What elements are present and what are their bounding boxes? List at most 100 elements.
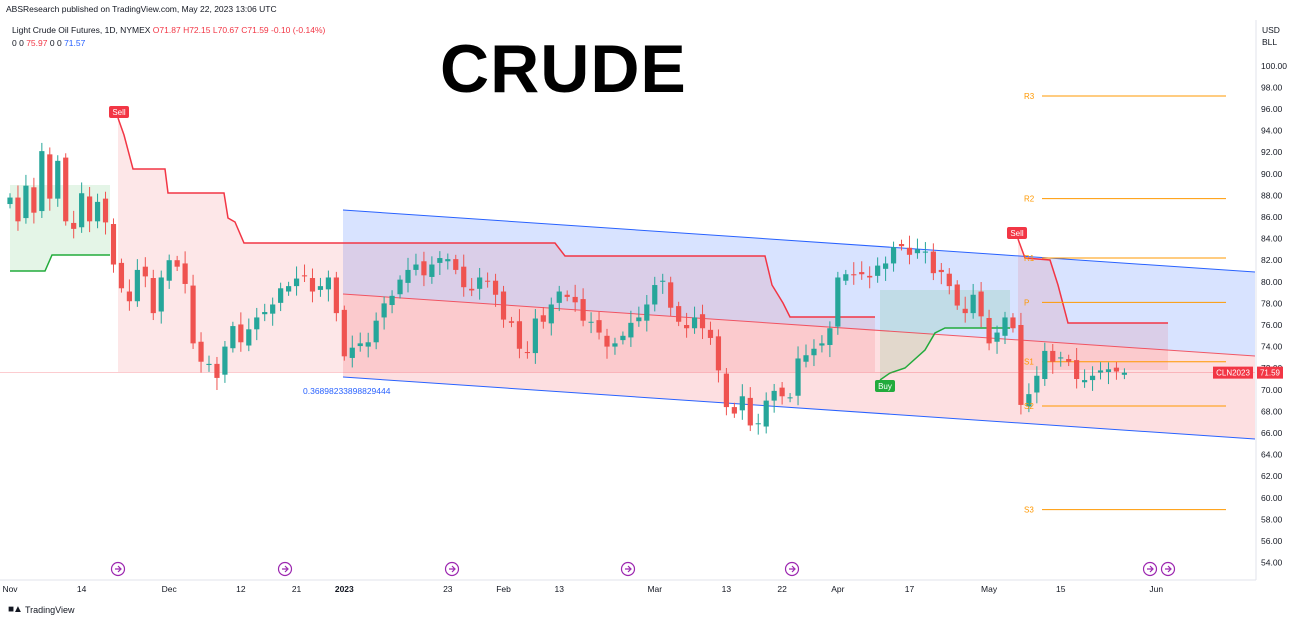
candle-body bbox=[1089, 375, 1096, 381]
candle-body bbox=[843, 274, 849, 281]
y-tick-label: 68.00 bbox=[1261, 406, 1283, 416]
candle-body bbox=[763, 400, 769, 427]
candle-body bbox=[413, 264, 419, 270]
y-tick-label: 78.00 bbox=[1261, 298, 1283, 308]
candle-body bbox=[1002, 317, 1008, 336]
candle-body bbox=[341, 309, 347, 357]
buy-signal-text: Buy bbox=[878, 382, 892, 391]
candle-body bbox=[524, 352, 530, 354]
candle-body bbox=[1105, 369, 1112, 372]
candle-body bbox=[461, 266, 467, 288]
candle-body bbox=[572, 296, 578, 303]
candle-body bbox=[851, 274, 857, 276]
candle-body bbox=[55, 160, 61, 199]
candle-body bbox=[660, 280, 666, 282]
event-marker-icon[interactable] bbox=[277, 561, 293, 577]
y-tick-label: 100.00 bbox=[1261, 61, 1287, 71]
y-tick-label: 88.00 bbox=[1261, 190, 1283, 200]
candle-body bbox=[349, 347, 355, 358]
ohlc-close: C71.59 bbox=[241, 25, 269, 35]
trail-line-green-2 bbox=[879, 327, 1010, 381]
trail-green-fill-2 bbox=[880, 290, 1010, 380]
buy-signal-bg bbox=[875, 380, 895, 392]
indicator-zeros-2: 0 0 bbox=[49, 38, 62, 48]
ticker-tag: CLN2023 bbox=[1216, 369, 1250, 378]
candle-body bbox=[469, 288, 475, 291]
candle-body bbox=[747, 397, 753, 426]
candle-body bbox=[898, 244, 905, 247]
candle-body bbox=[723, 373, 729, 408]
event-marker-arrow bbox=[789, 565, 796, 573]
event-marker-icon[interactable] bbox=[1142, 561, 1158, 577]
candle-body bbox=[500, 291, 507, 320]
indicator-value-2: 71.57 bbox=[64, 38, 86, 48]
candle-body bbox=[492, 280, 499, 295]
channel-label: 0.36898233898829444 bbox=[303, 386, 391, 396]
candle-body bbox=[699, 314, 706, 329]
crude-title: CRUDE bbox=[440, 31, 687, 107]
sell-signal-2-text: Sell bbox=[1010, 229, 1024, 238]
ohlc-open: O71.87 bbox=[152, 25, 181, 35]
candle-body bbox=[381, 303, 387, 318]
candle-body bbox=[867, 275, 873, 278]
candle-body bbox=[47, 154, 53, 199]
candle-body bbox=[644, 304, 650, 321]
candle-body bbox=[222, 346, 228, 375]
y-tick-label: 84.00 bbox=[1261, 234, 1283, 244]
event-marker-arrow bbox=[449, 565, 456, 573]
x-tick-label: 2023 bbox=[335, 584, 354, 594]
candle-body bbox=[182, 263, 188, 284]
candle-body bbox=[110, 224, 117, 265]
x-tick-label: May bbox=[981, 584, 998, 594]
event-marker-arrow bbox=[1147, 565, 1154, 573]
symbol-name[interactable]: Light Crude Oil Futures, 1D, NYMEX bbox=[12, 25, 151, 35]
candle-body bbox=[453, 259, 459, 270]
candle-body bbox=[684, 325, 690, 329]
unit-code: BLL bbox=[1262, 37, 1278, 47]
event-marker-icon[interactable] bbox=[1160, 561, 1176, 577]
sell-signal-1: Sell bbox=[109, 106, 129, 118]
x-tick-label: 21 bbox=[292, 584, 302, 594]
publisher-line: ABSResearch published on TradingView.com… bbox=[6, 4, 277, 14]
candle-body bbox=[922, 251, 928, 253]
tradingview-logo[interactable]: ■▲ TradingView bbox=[8, 604, 74, 615]
x-tick-label: 17 bbox=[905, 584, 915, 594]
trail-line-red-1 bbox=[117, 117, 875, 318]
y-tick-label: 56.00 bbox=[1261, 536, 1283, 546]
candle-body bbox=[875, 265, 881, 276]
candle-body bbox=[771, 390, 777, 401]
candle-body bbox=[994, 332, 1000, 342]
candle-body bbox=[620, 335, 626, 341]
candle-body bbox=[859, 272, 865, 275]
y-tick-label: 92.00 bbox=[1261, 147, 1283, 157]
ohlc-change: -0.10 (-0.14%) bbox=[271, 25, 326, 35]
candle-body bbox=[437, 258, 443, 263]
sell-signal-1-bg bbox=[109, 106, 129, 118]
candle-body bbox=[118, 262, 125, 289]
candle-body bbox=[429, 264, 435, 277]
pivot-label-r3: R3 bbox=[1024, 92, 1035, 101]
candle-body bbox=[333, 277, 339, 314]
price-tag-bg bbox=[1257, 366, 1283, 379]
candle-body bbox=[270, 304, 276, 314]
channel-upper-fill bbox=[343, 210, 1255, 356]
candle-body bbox=[31, 187, 37, 213]
event-marker-icon[interactable] bbox=[110, 561, 126, 577]
candle-body bbox=[652, 285, 658, 305]
event-marker-arrow bbox=[625, 565, 632, 573]
x-tick-label: Nov bbox=[2, 584, 18, 594]
x-tick-label: 13 bbox=[555, 584, 565, 594]
price-tag: 71.59 bbox=[1260, 369, 1281, 378]
event-marker-icon[interactable] bbox=[620, 561, 636, 577]
candle-body bbox=[71, 222, 77, 229]
indicator-value-1: 75.97 bbox=[26, 38, 48, 48]
pivot-label-s2: S2 bbox=[1024, 402, 1034, 411]
y-tick-label: 98.00 bbox=[1261, 82, 1283, 92]
channel-lower-line bbox=[342, 376, 1255, 440]
candle-body bbox=[676, 306, 682, 322]
candle-body bbox=[1121, 372, 1127, 375]
event-marker-icon[interactable] bbox=[784, 561, 800, 577]
candle-body bbox=[596, 320, 602, 333]
event-marker-icon[interactable] bbox=[444, 561, 460, 577]
